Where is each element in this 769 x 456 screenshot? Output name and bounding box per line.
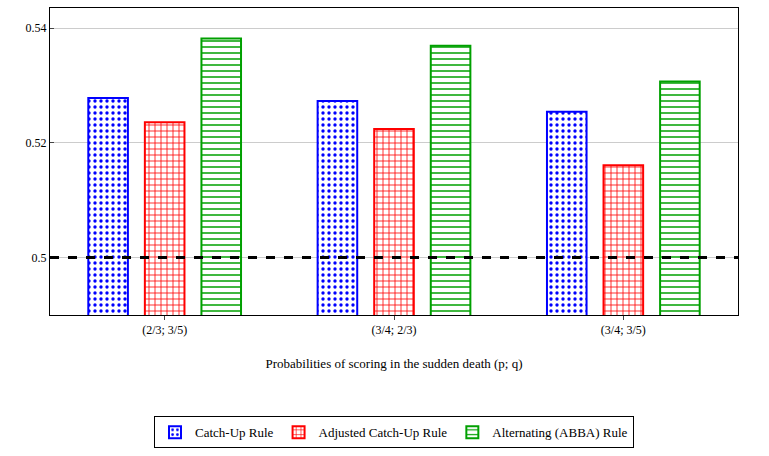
svg-text:Adjusted Catch-Up Rule: Adjusted Catch-Up Rule <box>319 425 448 440</box>
svg-text:0.54: 0.54 <box>26 21 47 35</box>
svg-text:(2/3; 3/5): (2/3; 3/5) <box>142 323 187 337</box>
svg-text:Catch-Up Rule: Catch-Up Rule <box>195 425 274 440</box>
svg-text:(3/4; 2/3): (3/4; 2/3) <box>372 323 417 337</box>
svg-text:0.52: 0.52 <box>26 136 47 150</box>
svg-text:(3/4; 3/5): (3/4; 3/5) <box>601 323 646 337</box>
svg-text:Alternating (ABBA) Rule: Alternating (ABBA) Rule <box>492 425 627 440</box>
svg-text:Probabilities of scoring in th: Probabilities of scoring in the sudden d… <box>265 356 522 371</box>
svg-text:0.5: 0.5 <box>32 251 47 265</box>
